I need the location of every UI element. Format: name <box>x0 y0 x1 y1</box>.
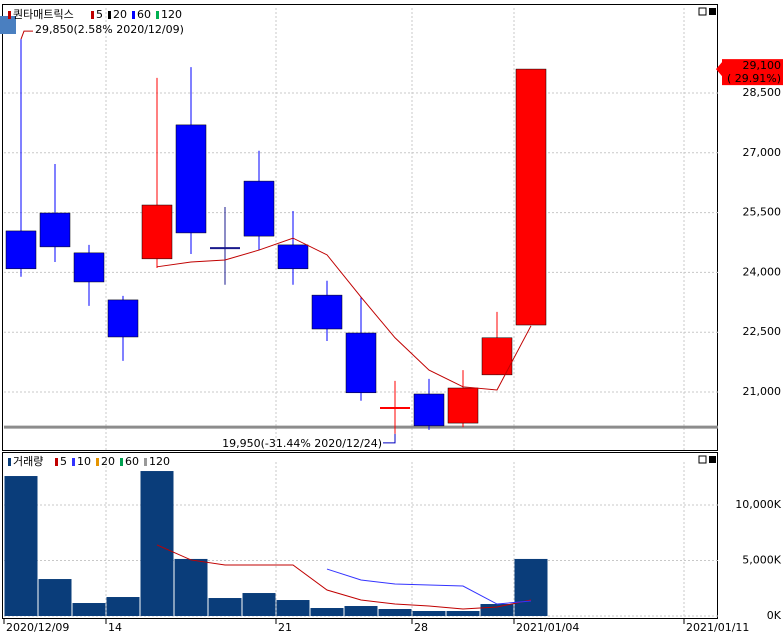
legend-entry: 5 <box>96 8 103 21</box>
candle-body <box>175 124 207 234</box>
volume-bar <box>72 603 106 616</box>
x-tick-label: 21 <box>278 621 292 634</box>
y-tick-label: 10,000K <box>735 498 781 511</box>
candle-body <box>413 393 445 427</box>
legend-entry: 10 <box>77 455 91 468</box>
annotation: 29,850(2.58% 2020/12/09) <box>35 23 184 36</box>
panel-button[interactable] <box>709 8 716 15</box>
legend-entry: 120 <box>149 455 170 468</box>
candle-body <box>5 230 37 270</box>
x-tick-label: 28 <box>414 621 428 634</box>
candle-body <box>515 68 547 326</box>
ma-line <box>156 237 532 391</box>
volume-bar <box>310 608 344 616</box>
candle-body <box>345 332 377 394</box>
y-tick-label: 21,000 <box>743 385 782 398</box>
ma-line <box>156 544 532 610</box>
volume-bar <box>208 598 242 616</box>
last-price: 29,100 <box>743 59 782 72</box>
volume-bar <box>344 606 378 616</box>
legend-marker <box>108 11 111 19</box>
x-tick-label: 2020/12/09 <box>6 621 69 634</box>
legend-entry: 20 <box>113 8 127 21</box>
legend-entry: 60 <box>137 8 151 21</box>
y-tick-label: 5,000K <box>742 554 781 567</box>
volume-bar <box>276 600 310 616</box>
legend-title: 거래량 <box>13 455 43 468</box>
volume-bar <box>514 558 548 616</box>
y-tick-label: 28,500 <box>743 86 782 99</box>
ma-line <box>326 568 532 605</box>
info-icon[interactable] <box>0 16 16 34</box>
annotation: 19,950(-31.44% 2020/12/24) <box>222 437 382 450</box>
volume-bar <box>480 604 514 616</box>
candle-body <box>277 244 309 270</box>
volume-bar <box>4 476 38 616</box>
volume-panel-frame <box>2 452 718 619</box>
candle-body <box>311 294 343 330</box>
legend-marker <box>156 11 159 19</box>
volume-bar <box>412 611 446 616</box>
price-panel-frame <box>2 4 718 451</box>
x-tick-label: 14 <box>108 621 122 634</box>
legend-title: 퀀타매트릭스 <box>13 8 74 21</box>
panel-button[interactable] <box>698 455 707 464</box>
legend-marker <box>8 11 11 19</box>
x-tick-label: 2021/01/04 <box>516 621 579 634</box>
y-tick-label: 0K <box>767 609 782 622</box>
volume-bar <box>38 579 72 616</box>
volume-bar <box>106 597 140 616</box>
x-tick-label: 2021/01/11 <box>686 621 749 634</box>
panel-button[interactable] <box>698 7 707 16</box>
candle-body <box>73 252 105 283</box>
legend-marker <box>132 11 135 19</box>
legend-marker <box>120 458 123 466</box>
annotation-arrow <box>383 433 396 444</box>
legend-entry: 20 <box>101 455 115 468</box>
legend-marker <box>91 11 94 19</box>
legend-marker <box>72 458 75 466</box>
legend-entry: 120 <box>161 8 182 21</box>
y-tick-label: 27,000 <box>743 146 782 159</box>
panel-button[interactable] <box>709 456 716 463</box>
last-price-tag <box>716 59 783 86</box>
volume-bar <box>446 611 480 616</box>
candle-body <box>243 180 275 237</box>
annotation-arrow <box>20 30 33 40</box>
legend-entry: 60 <box>125 455 139 468</box>
candle-body <box>39 212 71 248</box>
volume-bar <box>174 558 208 616</box>
y-tick-label: 24,000 <box>743 265 782 278</box>
legend-marker <box>144 458 147 466</box>
volume-bar <box>242 593 276 616</box>
volume-bar <box>140 471 174 616</box>
candle-body <box>447 387 479 424</box>
legend-marker <box>8 458 11 466</box>
candle-body <box>141 204 173 260</box>
legend-marker <box>96 458 99 466</box>
y-tick-label: 22,500 <box>743 325 782 338</box>
y-tick-label: 25,500 <box>743 206 782 219</box>
last-change: ( 29.91%) <box>727 72 781 85</box>
volume-bar <box>378 609 412 616</box>
candle-body <box>481 337 513 376</box>
legend-marker <box>55 458 58 466</box>
candle-body <box>107 299 139 338</box>
legend-entry: 5 <box>60 455 67 468</box>
